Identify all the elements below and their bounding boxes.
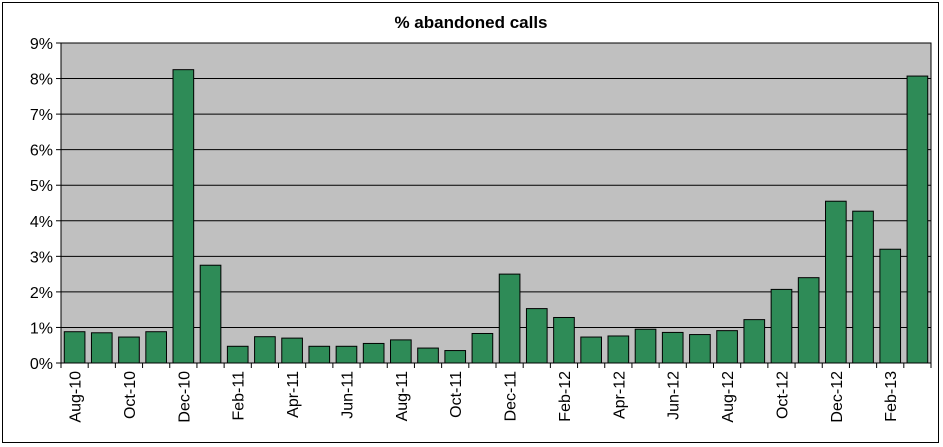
y-tick-label: 0% — [30, 356, 53, 373]
bar — [553, 316, 575, 364]
x-tick-label: Oct-11 — [448, 371, 465, 418]
x-tick-label: Feb-11 — [231, 371, 248, 421]
bar — [906, 75, 929, 364]
y-tick-label: 1% — [30, 320, 53, 337]
x-tick-label: Dec-12 — [829, 371, 846, 423]
y-tick-label: 4% — [30, 214, 53, 231]
bar — [335, 345, 358, 364]
x-tick-label: Dec-10 — [176, 371, 193, 423]
bar — [607, 335, 630, 364]
bar — [172, 69, 195, 364]
bar — [254, 336, 276, 364]
y-axis: 0% 1% 2% 3% 4% 5% 6% 7% 8% 9% — [30, 36, 61, 373]
y-tick-label: 5% — [30, 178, 53, 195]
bar — [145, 331, 167, 364]
x-tick-label: Feb-12 — [557, 371, 574, 422]
bars — [63, 69, 929, 364]
y-tick-label: 8% — [30, 72, 53, 89]
bar — [525, 308, 548, 364]
bar — [118, 336, 140, 364]
bar — [390, 339, 412, 364]
y-tick-label: 7% — [30, 107, 53, 124]
x-tick-label: Dec-11 — [503, 371, 520, 421]
bar — [716, 330, 738, 364]
bar — [498, 273, 521, 364]
bar — [444, 350, 467, 364]
bar — [797, 277, 820, 364]
bar — [199, 264, 222, 364]
bar — [689, 334, 711, 364]
x-tick-label: Jun-12 — [666, 371, 683, 420]
y-tick-label: 9% — [30, 36, 53, 53]
x-axis: Aug-10 Oct-10 Dec-10 Feb-11 Apr-11 Jun-11 Aug-… — [60, 363, 932, 423]
x-tick-label: Aug-11 — [394, 371, 411, 422]
bar — [471, 332, 494, 364]
bar — [661, 331, 684, 364]
x-tick-label: Aug-12 — [720, 371, 737, 423]
x-tick-label: Apr-11 — [285, 371, 302, 418]
y-tick-label: 2% — [30, 285, 53, 302]
y-tick-label: 6% — [30, 143, 53, 160]
x-tick-label: Aug-10 — [68, 371, 85, 423]
bar — [281, 337, 303, 364]
x-tick-label: Apr-12 — [611, 371, 628, 419]
x-tick-label: Oct-10 — [122, 371, 139, 419]
x-tick-label: Jun-11 — [339, 371, 356, 419]
x-tick-label: Oct-12 — [774, 371, 791, 419]
bar — [308, 345, 331, 364]
chart-title: % abandoned calls — [394, 13, 547, 32]
bar — [852, 210, 874, 364]
bar — [417, 347, 439, 364]
bar — [743, 319, 766, 364]
bar — [580, 336, 602, 364]
y-tick-label: 3% — [30, 249, 53, 266]
bar — [362, 342, 385, 364]
bar — [634, 328, 657, 364]
bar — [63, 331, 86, 364]
bar — [879, 248, 902, 364]
bar — [90, 332, 113, 364]
x-tick-label: Feb-13 — [883, 371, 900, 422]
bar — [226, 345, 249, 364]
bar — [770, 288, 793, 364]
bar — [825, 200, 847, 364]
